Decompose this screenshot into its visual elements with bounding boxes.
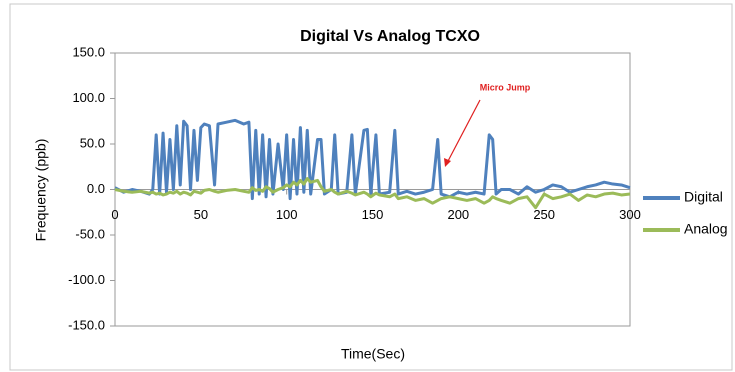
y-tick-label: 150.0 <box>72 44 105 59</box>
annotation-arrow <box>446 99 481 164</box>
y-tick-label: -150.0 <box>68 317 105 332</box>
x-axis-label: Time(Sec) <box>341 346 405 362</box>
y-tick-label: -50.0 <box>75 226 105 241</box>
chart-title: Digital Vs Analog TCXO <box>300 28 480 45</box>
x-tick-label: 300 <box>619 207 641 222</box>
y-tick-label: 0.0 <box>87 181 105 196</box>
x-tick-label: 250 <box>533 207 555 222</box>
legend-label: Analog <box>684 221 728 237</box>
x-tick-label: 50 <box>194 207 208 222</box>
y-tick-label: 100.0 <box>72 90 105 105</box>
series-line <box>114 118 631 201</box>
legend-label: Digital <box>684 189 723 205</box>
x-tick-label: 0 <box>111 207 118 222</box>
x-tick-label: 100 <box>276 207 298 222</box>
y-tick-label: -100.0 <box>68 272 105 287</box>
series-line <box>114 177 631 210</box>
x-tick-label: 150 <box>362 207 384 222</box>
annotation: Micro Jump <box>480 82 531 92</box>
annotation-arrowhead <box>444 158 451 167</box>
y-tick-label: 50.0 <box>80 135 105 150</box>
x-tick-label: 200 <box>447 207 469 222</box>
y-axis-label: Frequency (ppb) <box>33 139 49 242</box>
